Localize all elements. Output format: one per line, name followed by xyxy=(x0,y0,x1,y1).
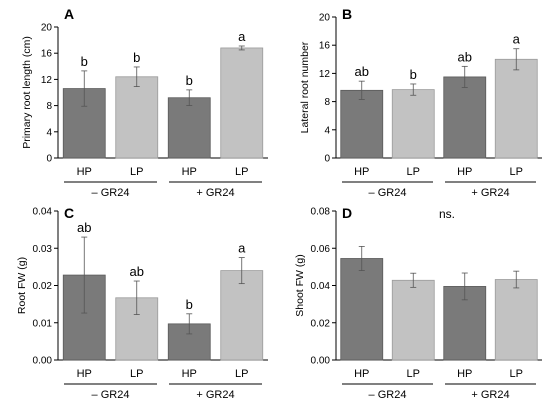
y-tick-label: 0.01 xyxy=(33,318,53,329)
group-label: – GR24 xyxy=(369,389,407,401)
bar-lp-plus-gr24 xyxy=(220,270,264,361)
panel-d: D 0.00 0.02 0.04 0.06 0.08 Shoot FW (g) HP LP HP L… xyxy=(294,205,542,401)
bar-lp-minus-gr24 xyxy=(391,89,435,159)
x-tick-label: HP xyxy=(457,368,472,380)
significance-letter: ab xyxy=(77,220,91,235)
bar-hp-minus-gr24 xyxy=(340,258,384,361)
y-tick-label: 0.03 xyxy=(33,244,53,255)
significance-letter: b xyxy=(133,50,140,65)
y-tick-label: 0 xyxy=(324,154,330,165)
y-axis-title: Primary root length (cm) xyxy=(21,36,33,149)
x-tick-label: LP xyxy=(235,166,248,178)
x-tick-label: LP xyxy=(130,368,143,380)
significance-letter: a xyxy=(238,241,246,256)
group-label: – GR24 xyxy=(92,389,130,401)
y-tick-label: 12 xyxy=(41,75,53,86)
bar-hp-minus-gr24 xyxy=(340,89,384,159)
y-tick-label: 0.04 xyxy=(311,281,331,292)
significance-letter: b xyxy=(186,297,193,312)
bar-hp-plus-gr24 xyxy=(443,76,487,159)
significance-letter: b xyxy=(186,73,193,88)
significance-letter: b xyxy=(81,54,88,69)
x-tick-label: LP xyxy=(407,368,420,380)
group-label: + GR24 xyxy=(471,389,509,401)
y-tick-label: 8 xyxy=(46,101,52,112)
group-label: – GR24 xyxy=(92,187,130,199)
y-axis-title: Lateral root number xyxy=(299,41,311,133)
y-tick-label: 0.00 xyxy=(311,356,331,367)
x-tick-label: HP xyxy=(457,166,472,178)
y-tick-label: 0.02 xyxy=(33,281,53,292)
significance-letter: ab xyxy=(458,49,472,64)
x-tick-label: LP xyxy=(510,166,523,178)
y-axis-title: Shoot FW (g) xyxy=(294,254,306,316)
y-tick-label: 20 xyxy=(319,13,331,24)
panel-label: C xyxy=(64,205,74,221)
x-tick-label: LP xyxy=(407,166,420,178)
y-tick-label: 16 xyxy=(41,49,53,60)
x-tick-label: HP xyxy=(182,368,197,380)
ns-annotation: ns. xyxy=(439,207,455,221)
panel-label: B xyxy=(342,6,352,22)
y-tick-label: 4 xyxy=(324,125,330,136)
y-tick-label: 20 xyxy=(41,23,53,34)
x-tick-label: HP xyxy=(354,166,369,178)
x-tick-label: HP xyxy=(354,368,369,380)
y-axis-title: Root FW (g) xyxy=(16,257,28,314)
bar-hp-plus-gr24 xyxy=(167,97,211,159)
y-tick-label: 0.08 xyxy=(311,207,331,218)
x-tick-label: HP xyxy=(77,166,92,178)
bar-lp-plus-gr24 xyxy=(220,47,264,159)
panel-b: B 0 4 8 12 16 20 Lateral root number ab HP b LP ab HP… xyxy=(299,6,542,199)
significance-letter: b xyxy=(410,67,417,82)
x-tick-label: LP xyxy=(510,368,523,380)
panel-label: A xyxy=(64,6,74,22)
significance-letter: a xyxy=(238,29,246,44)
significance-letter: a xyxy=(513,32,521,47)
y-tick-label: 8 xyxy=(324,97,330,108)
significance-letter: ab xyxy=(130,264,144,279)
bar-lp-plus-gr24 xyxy=(494,58,538,159)
x-tick-label: LP xyxy=(130,166,143,178)
y-tick-label: 16 xyxy=(319,41,331,52)
group-label: – GR24 xyxy=(369,187,407,199)
y-tick-label: 4 xyxy=(46,127,52,138)
panel-label: D xyxy=(342,205,352,221)
group-label: + GR24 xyxy=(196,187,234,199)
x-tick-label: LP xyxy=(235,368,248,380)
bar-lp-minus-gr24 xyxy=(391,279,435,361)
y-tick-label: 0.02 xyxy=(311,318,331,329)
panel-a: A 0 4 8 12 16 20 Primary root length (cm) b HP b LP… xyxy=(21,6,268,199)
y-tick-label: 0 xyxy=(46,154,52,165)
x-tick-label: HP xyxy=(77,368,92,380)
y-tick-label: 0.06 xyxy=(311,244,331,255)
bar-lp-plus-gr24 xyxy=(494,279,538,361)
x-tick-label: HP xyxy=(182,166,197,178)
y-tick-label: 12 xyxy=(319,69,331,80)
y-tick-label: 0.04 xyxy=(33,207,53,218)
bar-lp-minus-gr24 xyxy=(115,76,159,159)
group-label: + GR24 xyxy=(196,389,234,401)
significance-letter: ab xyxy=(355,64,369,79)
group-label: + GR24 xyxy=(471,187,509,199)
y-tick-label: 0.00 xyxy=(33,356,53,367)
